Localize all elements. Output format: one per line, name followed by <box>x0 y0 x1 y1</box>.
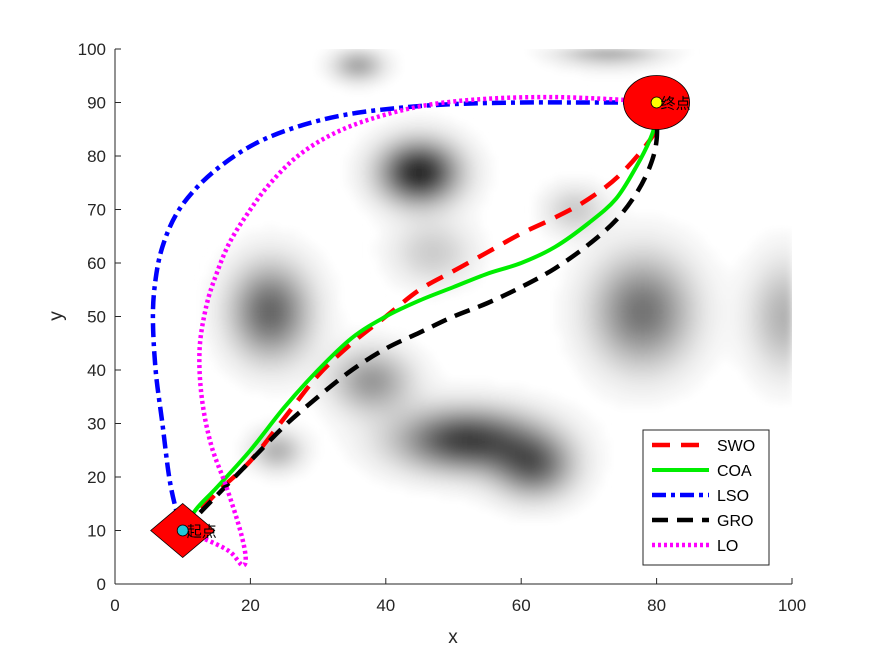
legend-label-lo: LO <box>717 538 738 555</box>
endpoint-labels: 起点 终点 <box>176 95 691 541</box>
x-tick-label: 60 <box>512 596 531 615</box>
y-tick-label: 10 <box>87 522 106 541</box>
series-layer <box>150 94 662 568</box>
series-lso-line <box>150 100 657 532</box>
start-label: 起点 <box>187 523 217 541</box>
legend-box <box>642 429 770 566</box>
legend-label-lso: LSO <box>717 488 749 505</box>
legend-label-gro: GRO <box>717 513 753 530</box>
series-gro-line <box>181 102 660 533</box>
axes: 0 20 40 60 80 100 0 10 20 30 40 50 60 70 80 90 100 x y <box>46 40 806 648</box>
legend-label-coa: COA <box>717 463 752 480</box>
y-axis-label: y <box>46 311 67 321</box>
x-tick-label: 40 <box>376 596 395 615</box>
y-tick-label: 60 <box>87 254 106 273</box>
y-tick-label: 100 <box>78 40 106 59</box>
y-tick-label: 50 <box>87 308 106 327</box>
y-ticks: 0 10 20 30 40 50 60 70 80 90 100 <box>78 40 121 594</box>
x-tick-label: 100 <box>778 596 806 615</box>
y-tick-label: 40 <box>87 361 106 380</box>
x-axis-label: x <box>448 627 458 648</box>
start-center-dot <box>176 524 189 537</box>
x-ticks: 0 20 40 60 80 100 <box>110 578 806 615</box>
y-tick-label: 90 <box>87 94 106 113</box>
series-coa-line <box>180 102 660 532</box>
y-tick-label: 30 <box>87 415 106 434</box>
y-tick-label: 0 <box>97 575 106 594</box>
y-tick-label: 20 <box>87 468 106 487</box>
x-tick-label: 80 <box>647 596 666 615</box>
goal-center-dot <box>650 96 663 109</box>
x-tick-label: 20 <box>241 596 260 615</box>
legend: SWO COA LSO GRO LO <box>642 429 770 566</box>
legend-label-swo: SWO <box>717 438 755 455</box>
plot-area <box>115 49 792 584</box>
y-tick-label: 80 <box>87 147 106 166</box>
series-lo-line <box>181 94 657 568</box>
y-tick-label: 70 <box>87 201 106 220</box>
x-tick-label: 0 <box>110 596 119 615</box>
series-swo-line <box>181 102 662 533</box>
goal-label: 终点 <box>661 95 691 113</box>
